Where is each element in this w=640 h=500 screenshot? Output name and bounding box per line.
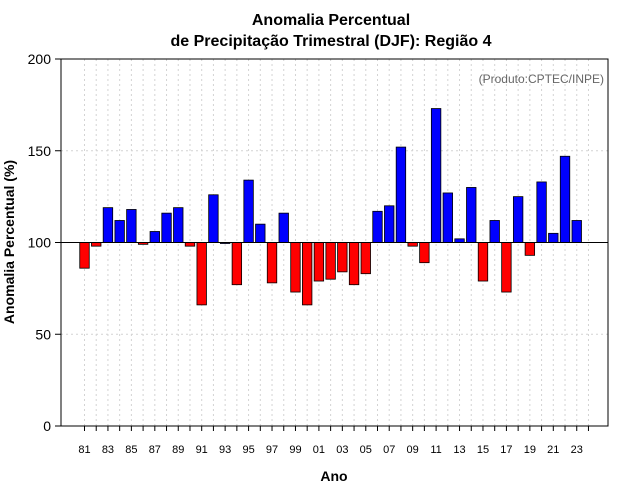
gridlines [61, 59, 608, 426]
x-tick-label: 15 [477, 444, 489, 456]
bar-98 [278, 212, 289, 243]
y-axis: 0 50 100 150 200 [28, 51, 61, 434]
bar-20 [536, 181, 547, 243]
y-axis-title: Anomalia Percentual (%) [1, 160, 17, 324]
bar-07 [384, 205, 395, 243]
x-tick-label: 11 [430, 444, 441, 456]
bar-92 [208, 194, 219, 243]
chart-title-line-1: Anomalia Percentual [252, 12, 410, 29]
bars-group [79, 108, 582, 306]
y-tick-label: 50 [35, 326, 51, 342]
x-tick-label: 19 [524, 444, 536, 456]
bar-09 [407, 242, 418, 247]
y-tick-label: 0 [43, 418, 51, 434]
bar-19 [524, 242, 536, 256]
x-tick-label: 95 [242, 444, 254, 456]
chart-title-line-2: de Precipitação Trimestral (DJF): Região… [171, 33, 492, 50]
bar-15 [477, 242, 489, 282]
bar-13 [454, 238, 465, 243]
bar-12 [442, 192, 453, 243]
bar-96 [255, 223, 266, 243]
bar-10 [419, 242, 430, 264]
bar-03 [337, 242, 348, 273]
bar-97 [266, 242, 278, 284]
x-tick-label: 05 [360, 444, 372, 456]
x-tick-label: 91 [196, 444, 208, 456]
bar-14 [466, 187, 477, 243]
bar-22 [559, 155, 571, 243]
bar-84 [114, 220, 125, 243]
x-tick-label: 89 [172, 444, 184, 456]
credit-annotation: (Produto:CPTEC/INPE) [479, 72, 604, 86]
bar-91 [196, 242, 207, 306]
bar-02 [325, 242, 336, 280]
x-tick-label: 13 [453, 444, 465, 456]
x-tick-label: 17 [500, 444, 512, 456]
bar-95 [243, 179, 254, 243]
bar-94 [231, 242, 243, 286]
bar-08 [395, 146, 407, 243]
bar-17 [501, 242, 512, 293]
x-tick-label: 87 [149, 444, 161, 456]
bar-90 [184, 242, 196, 247]
bar-99 [290, 242, 301, 293]
bar-16 [489, 220, 500, 243]
x-tick-label: 07 [383, 444, 395, 456]
bar-81 [79, 242, 90, 269]
x-axis: 81 83 85 87 89 91 93 95 97 99 01 03 05 07 09 11 13 15 17 19… [78, 426, 589, 456]
bar-85 [126, 209, 137, 243]
x-tick-label: 83 [102, 444, 114, 456]
x-tick-label: 03 [336, 444, 348, 456]
bar-23 [571, 220, 582, 243]
y-tick-label: 150 [28, 143, 52, 159]
bar-82 [91, 242, 102, 247]
x-tick-label: 99 [289, 444, 301, 456]
x-tick-label: 09 [407, 444, 419, 456]
bar-05 [360, 242, 371, 275]
x-tick-label: 81 [78, 444, 90, 456]
x-axis-title: Ano [320, 468, 347, 484]
bar-01 [313, 242, 325, 282]
y-tick-label: 200 [28, 51, 52, 67]
x-tick-label: 23 [571, 444, 583, 456]
x-tick-label: 85 [125, 444, 137, 456]
bar-11 [430, 108, 442, 243]
bar-88 [161, 212, 172, 243]
bar-83 [102, 207, 114, 243]
x-tick-label: 01 [313, 444, 325, 456]
bar-87 [149, 231, 160, 243]
x-tick-label: 97 [266, 444, 278, 456]
x-tick-label: 93 [219, 444, 231, 456]
y-tick-label: 100 [28, 235, 52, 251]
bar-89 [173, 207, 184, 243]
bar-18 [512, 196, 524, 243]
bar-06 [372, 210, 383, 243]
bar-04 [348, 242, 360, 286]
bar-21 [548, 232, 559, 243]
bar-00 [302, 242, 313, 306]
x-tick-label: 21 [547, 444, 559, 456]
